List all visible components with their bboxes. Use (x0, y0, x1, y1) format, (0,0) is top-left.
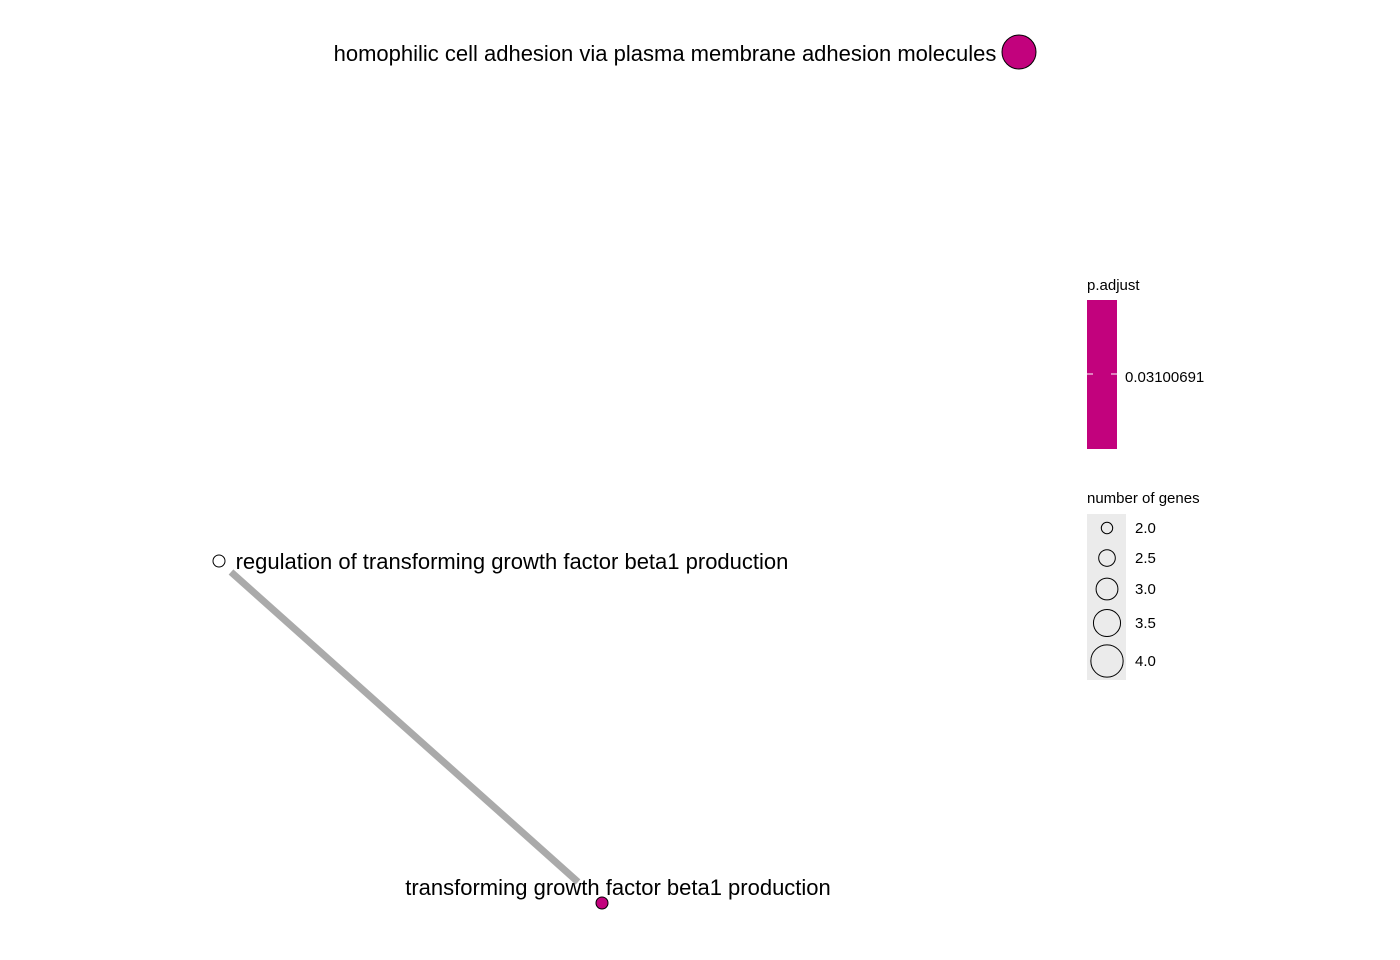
node-label: homophilic cell adhesion via plasma memb… (334, 41, 997, 66)
size-legend-label: 2.0 (1135, 520, 1156, 537)
legend: p.adjust 0.03100691 number of genes 2.0 … (1087, 277, 1204, 680)
node-label: regulation of transforming growth factor… (236, 549, 789, 574)
node-circle (595, 896, 609, 910)
node-circle (1001, 34, 1037, 70)
edges-layer (228, 569, 581, 885)
size-legend-key (1100, 521, 1114, 535)
color-legend-title: p.adjust (1087, 277, 1140, 294)
size-legend: number of genes 2.0 2.5 3.0 3.5 4.0 (1087, 490, 1200, 680)
nodes-layer (212, 34, 1037, 910)
size-legend-key (1090, 644, 1124, 678)
edge (228, 569, 581, 885)
node-label: transforming growth factor beta1 product… (405, 875, 831, 900)
size-legend-keys (1090, 521, 1124, 678)
node-circle (212, 554, 226, 568)
size-legend-key (1098, 549, 1116, 567)
node-labels-layer: homophilic cell adhesion via plasma memb… (236, 41, 997, 900)
size-legend-label: 2.5 (1135, 550, 1156, 567)
size-legend-label: 3.0 (1135, 581, 1156, 598)
size-legend-key-background (1087, 514, 1126, 680)
color-bar-tick-label: 0.03100691 (1125, 369, 1204, 386)
size-legend-label: 3.5 (1135, 615, 1156, 632)
size-legend-key (1095, 577, 1119, 601)
size-legend-title: number of genes (1087, 490, 1200, 507)
size-legend-label: 4.0 (1135, 653, 1156, 670)
color-legend: p.adjust 0.03100691 (1087, 277, 1204, 449)
size-legend-key (1092, 608, 1122, 638)
